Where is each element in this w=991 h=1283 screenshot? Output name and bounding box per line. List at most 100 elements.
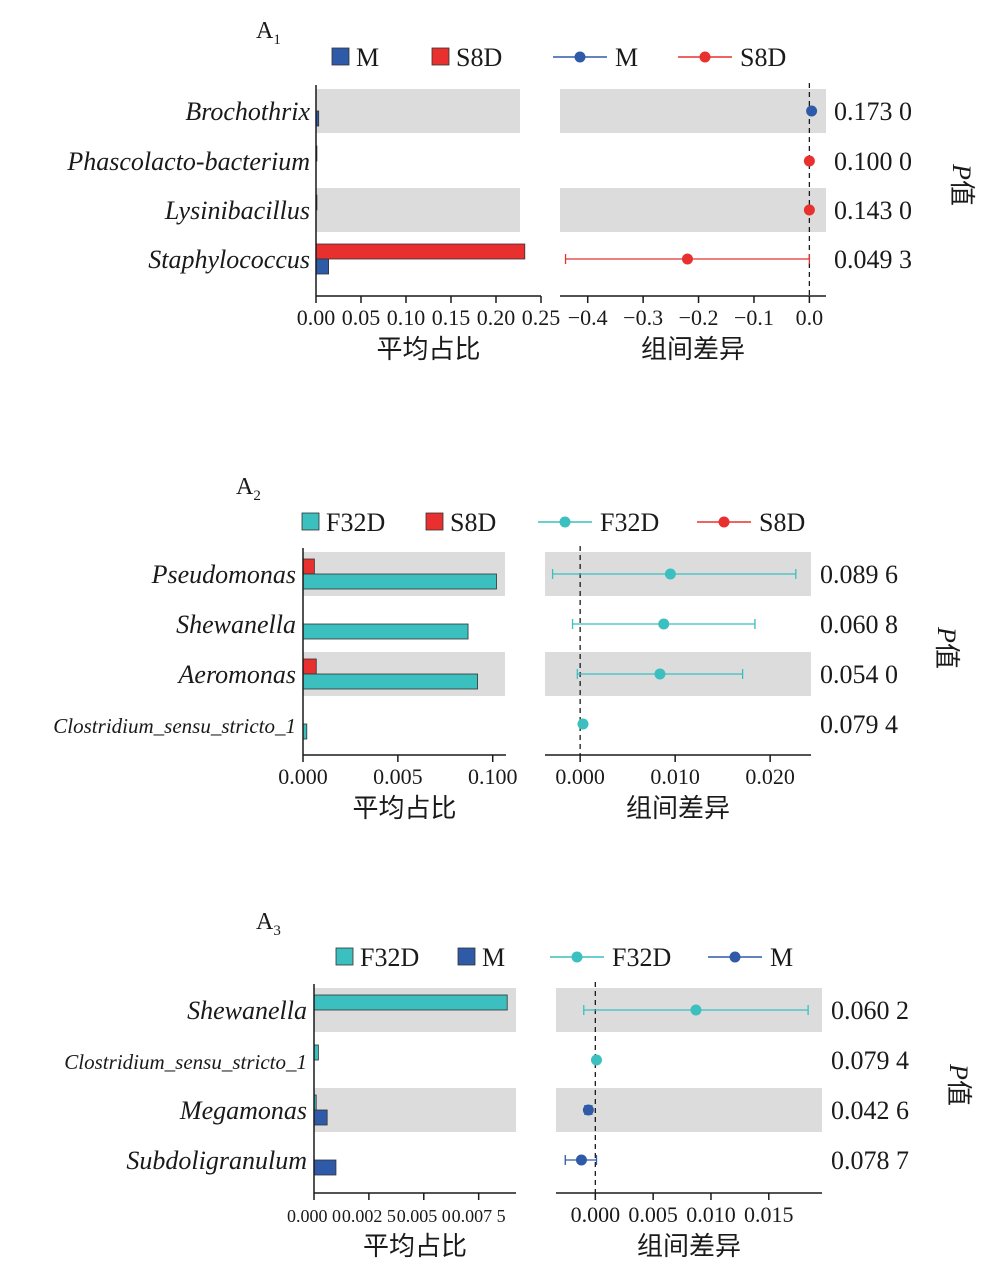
p-value: 0.173 0 (834, 97, 912, 126)
legend-label-m: M (356, 43, 379, 72)
bar-x-axis-title: 平均占比 (352, 794, 456, 824)
legend-label-s8d: S8D (450, 508, 496, 537)
legend-label-point-m: M (615, 43, 638, 72)
row-band (560, 188, 826, 232)
diff-tick-label: −0.2 (679, 305, 719, 330)
taxon-label: Clostridium_sensu_stricto_1 (64, 1050, 307, 1074)
bar-f32d (302, 673, 478, 690)
diff-tick-label: 0.015 (744, 1202, 794, 1227)
legend-swatch-m (331, 47, 350, 66)
bar-f32d (302, 573, 497, 590)
legend-label-point-f32d: F32D (600, 508, 659, 537)
legend-label-point-s8d: S8D (740, 43, 786, 72)
diff-tick-label: 0.010 (650, 764, 700, 789)
taxon-label: Staphylococcus (148, 245, 310, 274)
diff-tick-label: −0.3 (623, 305, 663, 330)
legend-marker-s8d (699, 51, 711, 63)
bar-tick-label: 0.10 (387, 305, 426, 330)
diff-tick-label: 0.000 (571, 1202, 621, 1227)
p-value: 0.079 4 (820, 710, 898, 739)
legend: F32D M F32D M (335, 943, 793, 972)
panel-label: A2 (236, 474, 261, 504)
p-value: 0.089 6 (820, 560, 898, 589)
legend-marker-s8d (718, 516, 730, 528)
diff-point (590, 1054, 602, 1066)
legend-label-f32d: F32D (326, 508, 385, 537)
legend-swatch-s8d (431, 47, 450, 66)
legend-label-s8d: S8D (456, 43, 502, 72)
legend-label-point-m: M (770, 943, 793, 972)
diff-point (577, 718, 589, 730)
legend-label-f32d: F32D (360, 943, 419, 972)
taxon-label: Brochothrix (185, 97, 310, 126)
legend-label-point-f32d: F32D (612, 943, 671, 972)
legend-marker-f32d (559, 516, 571, 528)
p-value: 0.049 3 (834, 245, 912, 274)
p-value: 0.079 4 (831, 1046, 909, 1075)
diff-point (803, 204, 815, 216)
legend-label-point-s8d: S8D (759, 508, 805, 537)
p-value: 0.042 6 (831, 1096, 909, 1125)
bar-tick-label: 0.005 (373, 764, 423, 789)
diff-tick-label: 0.010 (686, 1202, 736, 1227)
panel-2: A2 F32D S8D F32D S8D Pseudomonas Shewanella Aer… (53, 474, 961, 824)
diff-point (806, 105, 818, 117)
diff-tick-label: 0.020 (745, 764, 795, 789)
bar-tick-label: 0.20 (477, 305, 516, 330)
bar-s8d (302, 658, 317, 675)
taxon-label: Lysinibacillus (164, 196, 310, 225)
diff-tick-label: 0.005 (628, 1202, 678, 1227)
p-value: 0.100 0 (834, 147, 912, 176)
panel-1: A1 M S8D M S8D Brochothrix Phascolacto-bacteri… (66, 18, 976, 365)
bar-m (313, 1109, 328, 1126)
bar-f32d (313, 994, 508, 1011)
panel-label: A1 (256, 18, 281, 48)
bar-tick-label: 0.000 (278, 764, 328, 789)
diff-tick-label: −0.4 (568, 305, 608, 330)
bar-m (315, 258, 330, 275)
bar-x-axis-title: 平均占比 (376, 335, 480, 365)
legend-marker-f32d (571, 951, 583, 963)
legend-marker-m (729, 951, 741, 963)
row-band (560, 89, 826, 133)
bar-f32d (302, 623, 469, 640)
legend-swatch-f32d (335, 947, 354, 966)
diff-point (575, 1154, 587, 1166)
diff-tick-label: 0.0 (796, 305, 824, 330)
p-value: 0.078 7 (831, 1146, 909, 1175)
bar-tick-label: 0.15 (432, 305, 471, 330)
diff-point (654, 668, 666, 680)
taxon-label: Aeromonas (177, 660, 296, 689)
bar-tick-label: 0.007 5 (452, 1206, 506, 1226)
diff-point (681, 253, 693, 265)
taxon-label: Shewanella (176, 610, 296, 639)
legend-swatch-s8d (425, 512, 444, 531)
row-band (556, 1088, 822, 1132)
legend-swatch-m (457, 947, 476, 966)
p-value: 0.060 8 (820, 610, 898, 639)
diff-point (582, 1104, 594, 1116)
bar-tick-label: 0.00 (297, 305, 336, 330)
p-value-title: P值 (943, 1063, 973, 1106)
legend-marker-m (574, 51, 586, 63)
diff-tick-label: −0.1 (734, 305, 774, 330)
taxon-label: Clostridium_sensu_stricto_1 (53, 714, 296, 738)
diff-point (664, 568, 676, 580)
bar-x-axis-title: 平均占比 (363, 1232, 467, 1262)
diff-point (803, 155, 815, 167)
taxon-label: Subdoligranulum (126, 1146, 307, 1175)
p-value-title: P值 (931, 626, 961, 669)
bar-tick-label: 0.002 5 (342, 1206, 396, 1226)
bar-m (313, 1159, 337, 1176)
p-value: 0.060 2 (831, 996, 909, 1025)
diff-point (658, 618, 670, 630)
bar-tick-label: 0.100 (468, 764, 518, 789)
legend: M S8D M S8D (331, 43, 786, 72)
p-value: 0.143 0 (834, 196, 912, 225)
diff-x-axis-title: 组间差异 (637, 1232, 741, 1262)
bar-tick-label: 0.005 0 (397, 1206, 451, 1226)
panel-label: A3 (256, 909, 281, 939)
row-band (314, 1088, 516, 1132)
taxon-label: Pseudomonas (151, 560, 296, 589)
p-value: 0.054 0 (820, 660, 898, 689)
